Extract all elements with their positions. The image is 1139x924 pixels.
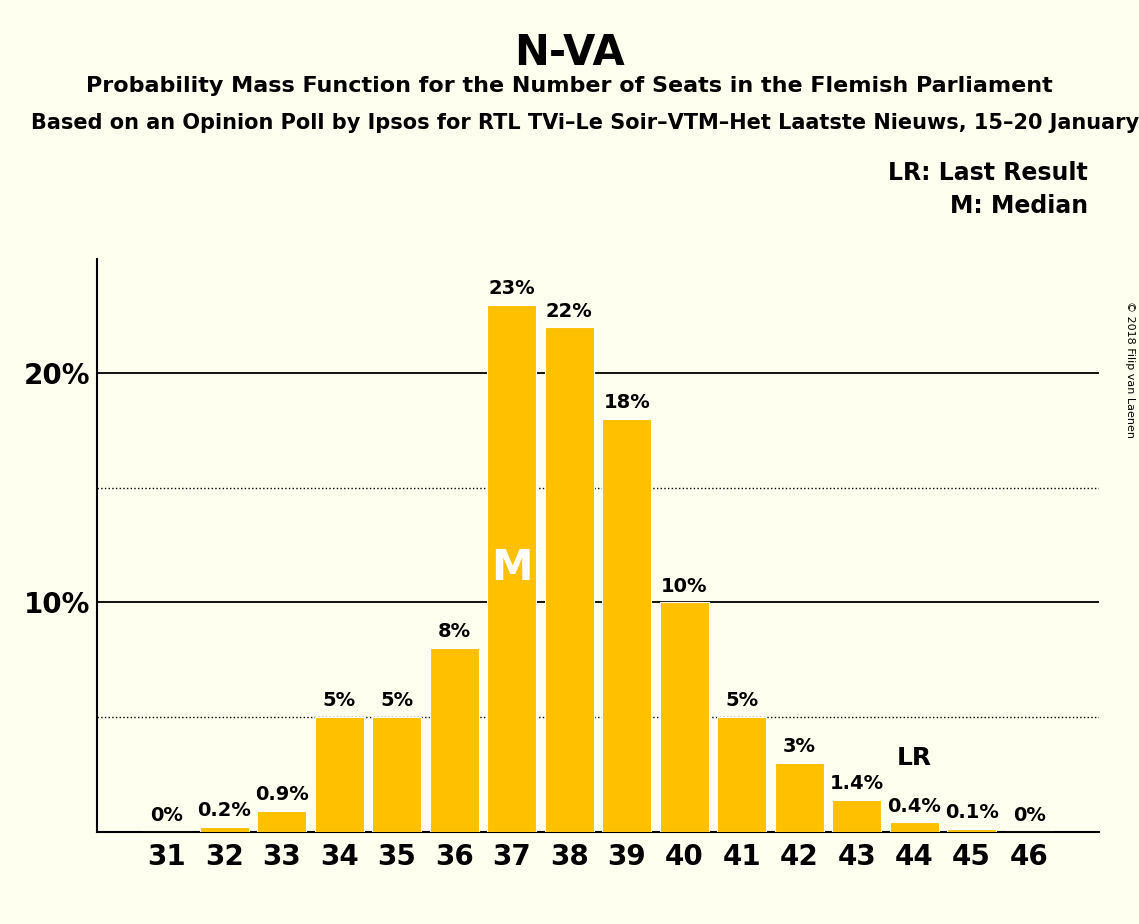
Text: 5%: 5%	[726, 691, 759, 711]
Bar	[775, 763, 823, 832]
Text: 8%: 8%	[437, 623, 470, 641]
Text: 1.4%: 1.4%	[829, 773, 884, 793]
Bar	[718, 717, 767, 832]
Text: LR: Last Result: LR: Last Result	[888, 161, 1088, 185]
Text: 22%: 22%	[546, 301, 592, 321]
Text: 18%: 18%	[604, 394, 650, 412]
Bar	[544, 327, 593, 832]
Text: M: Median: M: Median	[950, 194, 1088, 218]
Bar	[659, 602, 708, 832]
Text: 10%: 10%	[661, 577, 707, 596]
Text: N-VA: N-VA	[514, 32, 625, 74]
Text: 5%: 5%	[380, 691, 413, 711]
Bar	[487, 305, 536, 832]
Text: LR: LR	[896, 747, 932, 771]
Text: M: M	[491, 547, 533, 590]
Bar	[372, 717, 421, 832]
Text: 0.4%: 0.4%	[887, 796, 941, 816]
Text: 3%: 3%	[782, 737, 816, 756]
Text: 0.1%: 0.1%	[944, 804, 999, 822]
Bar	[314, 717, 363, 832]
Text: 5%: 5%	[322, 691, 355, 711]
Text: Probability Mass Function for the Number of Seats in the Flemish Parliament: Probability Mass Function for the Number…	[87, 76, 1052, 96]
Text: © 2018 Filip van Laenen: © 2018 Filip van Laenen	[1125, 301, 1134, 438]
Text: 0.9%: 0.9%	[255, 785, 309, 804]
Text: 0%: 0%	[1013, 806, 1046, 825]
Bar	[199, 827, 248, 832]
Bar	[429, 649, 478, 832]
Bar	[833, 799, 882, 832]
Text: 0%: 0%	[150, 806, 183, 825]
Bar	[948, 830, 997, 832]
Text: 23%: 23%	[489, 279, 535, 298]
Text: 0.2%: 0.2%	[197, 801, 252, 821]
Bar	[257, 811, 306, 832]
Text: Based on an Opinion Poll by Ipsos for RTL TVi–Le Soir–VTM–Het Laatste Nieuws, 15: Based on an Opinion Poll by Ipsos for RT…	[31, 113, 1139, 133]
Bar	[603, 419, 652, 832]
Bar	[890, 822, 939, 832]
